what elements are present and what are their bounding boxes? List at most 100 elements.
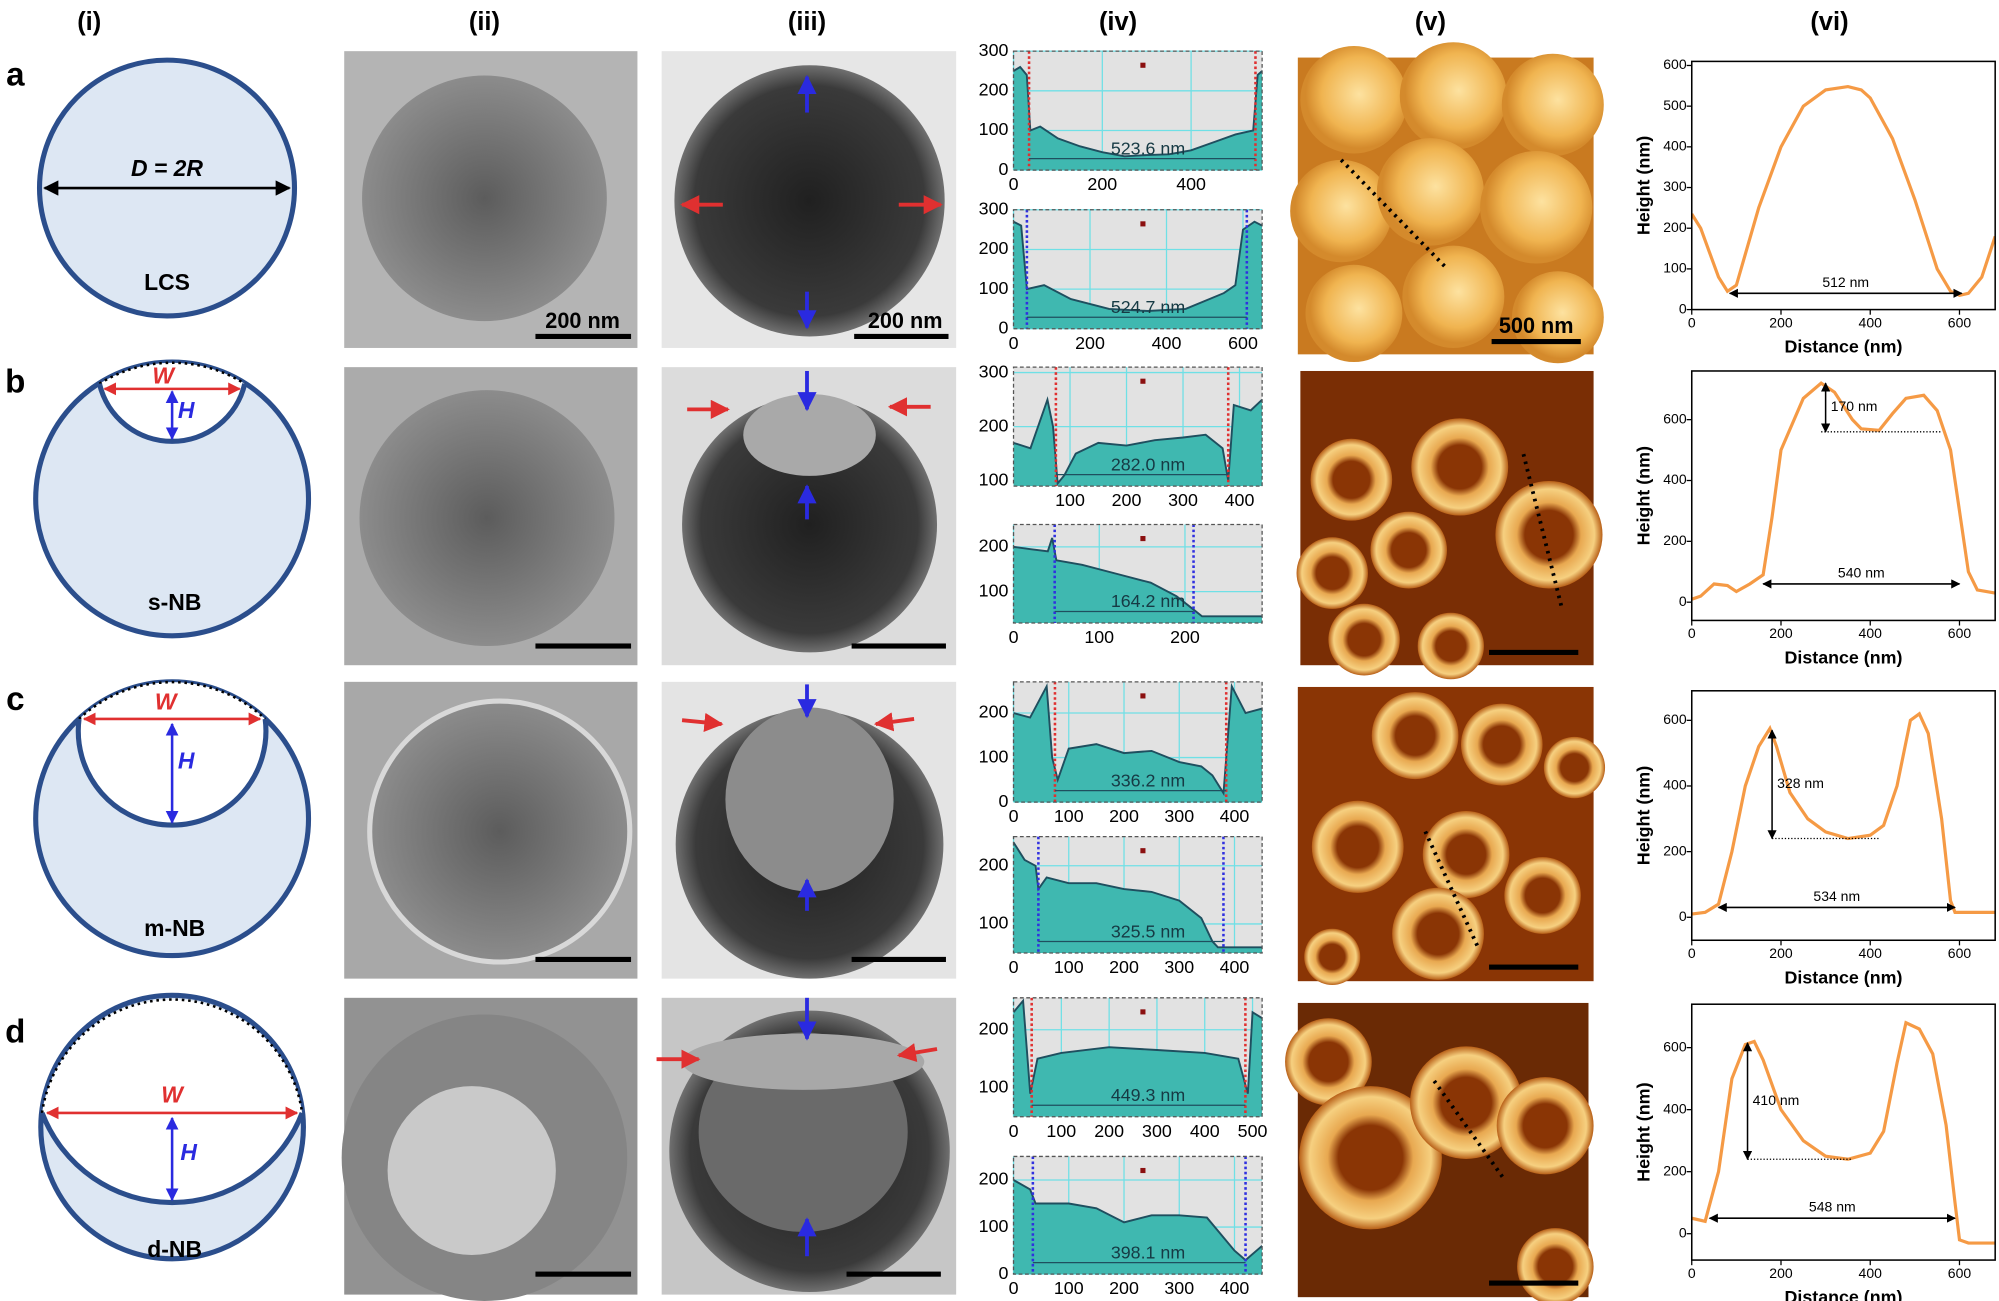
x-tick-label: 0 [1009,333,1019,353]
particle [1371,692,1459,780]
x-tick-label: 200 [1170,627,1200,647]
x-tick-label: 400 [1859,625,1883,641]
particles [1296,418,1603,680]
particle [1399,42,1507,150]
y-tick-label: 600 [1663,410,1687,426]
profile-area [1013,1179,1263,1275]
x-tick-label: 200 [1109,806,1139,826]
particle [674,65,945,337]
x-tick-label: 400 [1220,806,1250,826]
particle [1402,245,1505,348]
x-tick-label: 0 [1688,314,1696,330]
particle [1410,1046,1523,1160]
profile-line [1013,396,1263,486]
y-tick-label: 200 [979,80,1009,100]
column-label: (ii) [469,8,500,36]
x-tick-label: 200 [1109,1278,1139,1298]
particle [1496,1077,1594,1175]
chart: 0 200 400 600 0 200 400 600 170 nm 540 nm Distance… [1633,370,1996,668]
y-tick-label: 0 [1679,593,1687,609]
marker [1140,1009,1146,1015]
cavity [725,707,894,892]
marker [1140,221,1146,227]
y-tick-label: 200 [1663,532,1687,548]
marker [1140,848,1146,854]
y-tick-label: 300 [979,361,1009,381]
profile-line [1013,220,1263,312]
x-tick-label: 400 [1152,333,1182,353]
particle [1392,887,1484,980]
profile-line [1013,65,1263,158]
y-tick-label: 0 [1679,908,1687,924]
x-tick-label: 200 [1087,174,1117,194]
profile-line [1013,537,1263,618]
measure-label: 282.0 nm [1111,454,1185,474]
x-tick-label: 0 [1009,1121,1019,1141]
arrow [873,712,915,732]
marker [1140,693,1146,699]
y-tick-label: 200 [979,1018,1009,1038]
profile-area [1013,221,1263,329]
particle [362,75,607,322]
plot-frame [1690,60,1996,311]
x-axis-label: Distance (nm) [1785,648,1903,668]
x-tick-label: 0 [1009,806,1019,826]
y-tick-label: 100 [979,746,1009,766]
dimension-label: D = 2R [131,155,203,181]
plot-frame [1012,366,1263,487]
x-tick-label: 600 [1948,945,1972,961]
profile-line [1013,1179,1263,1262]
height-profile [1691,711,1996,916]
span-label: 512 nm [1822,274,1869,290]
depth-label: 328 nm [1777,775,1824,791]
plot-frame [1012,835,1263,954]
x-tick-label: 600 [1948,314,1972,330]
y-tick-label: 200 [979,1169,1009,1189]
profile-area [1013,537,1263,623]
marker [1140,378,1146,384]
scale-bar [851,643,946,649]
x-tick-label: 200 [1769,945,1793,961]
profile-area [1013,67,1263,171]
particle [1299,1086,1442,1230]
depth-label: 170 nm [1831,398,1878,414]
particle [1461,703,1543,786]
y-axis-label: Height (nm) [1633,136,1653,235]
plot-frame [1012,209,1263,330]
cavity [743,394,876,476]
particle [1310,438,1393,521]
shape-name: m-NB [144,915,205,941]
measure-label: 524.7 nm [1111,297,1185,317]
y-tick-label: 200 [979,238,1009,258]
chart: 0 200 400 600 0 100 200 300 400 500 600 512 nm Dista… [1633,56,1996,357]
x-tick-label: 400 [1220,957,1250,977]
tem-column-ii: 200 nm [341,51,638,1301]
chart: 0 200 400 0 100 200 300 523.6 nm [979,40,1263,194]
opening [682,1033,925,1090]
chart: 100 200 300 400 100 200 300 282.0 nm [979,361,1263,510]
measure-label: 523.6 nm [1111,138,1185,158]
width-label: W [161,1081,185,1107]
inner-shell [96,383,248,444]
particle [1304,928,1361,986]
particle [1370,511,1447,589]
plot-frame [1690,1003,1996,1261]
plot-frame [1690,690,1996,942]
profile-area [1013,842,1263,954]
profile-line [1521,453,1564,609]
profile-area [1013,686,1263,803]
arrow [896,1043,938,1063]
scale-bar [854,333,949,340]
y-tick-label: 0 [999,791,1009,811]
height-label: H [178,397,195,423]
profile-line [1013,841,1263,949]
x-tick-label: 200 [1769,1265,1793,1281]
profile-line [1432,1079,1506,1181]
particle [1543,736,1606,799]
x-tick-label: 100 [1055,490,1085,510]
y-tick-label: 0 [999,317,1009,337]
particle [682,396,938,653]
row-label: a [6,56,25,93]
chart: 0 100 200 100 200 164.2 nm [979,523,1263,647]
